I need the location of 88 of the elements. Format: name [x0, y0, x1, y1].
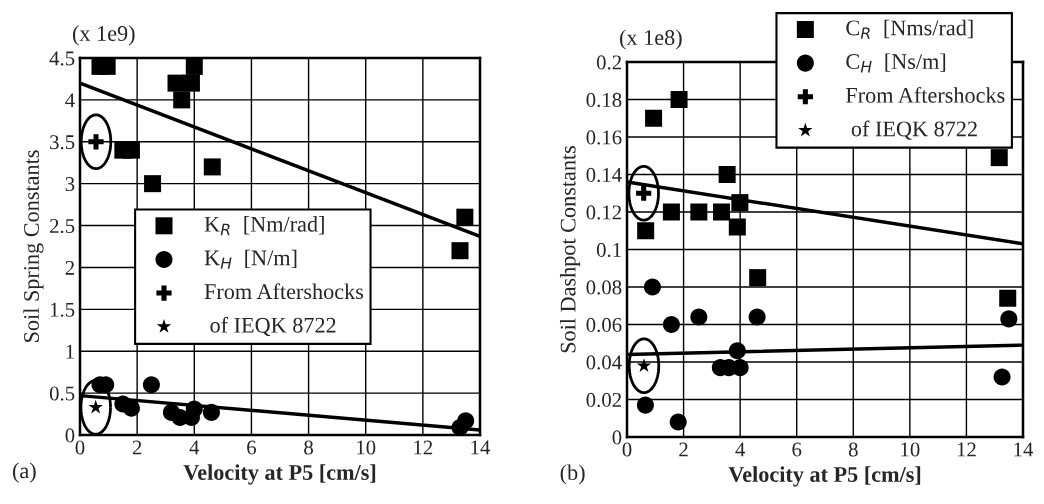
text: (b) — [560, 464, 585, 485]
point — [182, 74, 200, 92]
legend-label: K$_{H}$ [N/m] — [204, 249, 297, 269]
point — [749, 269, 767, 287]
point — [728, 218, 746, 236]
point — [451, 242, 469, 260]
point — [185, 400, 203, 418]
point — [122, 141, 140, 159]
x-tick-label: 12 — [957, 442, 976, 457]
x-tick-label: 4 — [189, 440, 200, 455]
point — [1000, 310, 1018, 328]
y-axis-title: Soil Dashpot Constants — [559, 145, 581, 353]
x-tick-label: 0 — [622, 442, 632, 457]
y-tick-label: 0 — [65, 428, 75, 443]
x-tick-label: 12 — [414, 440, 433, 455]
point — [999, 289, 1017, 307]
x-tick-label: 2 — [132, 440, 142, 455]
y-tick-label: 3 — [65, 177, 75, 192]
point — [731, 194, 749, 212]
point — [456, 208, 474, 226]
y-tick-label: 0.1 — [596, 242, 621, 258]
y-tick-label: 0.08 — [586, 280, 622, 295]
x-tick-label: 8 — [304, 440, 313, 455]
point — [718, 165, 736, 184]
point — [98, 57, 116, 75]
y-tick-label: 1.5 — [50, 302, 75, 317]
x-tick-label: 6 — [792, 442, 802, 457]
text: (a) — [12, 462, 36, 483]
x-tick-label: 6 — [247, 440, 257, 455]
y-tick-label: 0.5 — [49, 386, 75, 401]
point — [645, 109, 663, 127]
x-axis-title: Velocity at P5 [cm/s] — [728, 466, 921, 487]
x-axis-title: Velocity at P5 [cm/s] — [183, 464, 376, 485]
point — [144, 175, 162, 193]
point — [457, 412, 475, 430]
text: (x 1e8) — [620, 29, 682, 50]
y-tick-label: 0.2 — [596, 55, 621, 70]
legend-label: of IEQK 8722 — [210, 316, 336, 337]
y-tick-label: 0.12 — [586, 205, 621, 220]
x-tick-label: 14 — [471, 440, 491, 455]
x-tick-label: 10 — [901, 442, 920, 457]
y-tick-label: 0.04 — [586, 355, 622, 370]
y-tick-label: 0.18 — [586, 92, 622, 108]
legend-label: K$_{R}$ [Nm/rad] — [204, 216, 324, 236]
point — [662, 315, 680, 334]
y-tick-label: 0.16 — [586, 130, 622, 145]
legend-label: C$_{H}$ [Ns/m] — [846, 53, 946, 73]
y-tick-label: 3.5 — [50, 135, 75, 150]
point — [185, 57, 203, 75]
legend-label: C$_{R}$ [Nms/rad] — [846, 19, 973, 39]
point — [203, 158, 221, 176]
point — [122, 399, 140, 417]
y-tick-label: 4 — [65, 93, 75, 108]
point — [990, 149, 1008, 167]
y-tick-label: 4.5 — [49, 51, 75, 66]
x-tick-label: 4 — [735, 442, 746, 457]
y-tick-label: 2 — [65, 260, 74, 275]
legend-label: of IEQK 8722 — [851, 120, 977, 140]
y-axis-title: Soil Spring Constants — [23, 150, 44, 342]
y-tick-label: 0.14 — [586, 167, 622, 183]
point — [202, 403, 220, 421]
y-tick-label: 0.06 — [586, 317, 622, 333]
x-tick-label: 14 — [1014, 442, 1034, 457]
y-tick-label: 0.02 — [586, 392, 621, 408]
point — [728, 342, 746, 360]
y-tick-label: 2.5 — [50, 218, 75, 234]
legend-label: From Aftershocks — [204, 283, 364, 300]
point — [690, 308, 708, 326]
point — [670, 90, 688, 109]
point — [142, 376, 160, 394]
point — [637, 222, 655, 240]
point — [669, 413, 687, 431]
point — [690, 203, 708, 221]
point — [748, 308, 766, 326]
text: (x 1e9) — [72, 25, 135, 46]
point — [636, 396, 654, 414]
legend-label: From Aftershocks — [845, 86, 1005, 103]
y-tick-label: 1 — [66, 344, 74, 359]
point — [712, 203, 730, 221]
point — [643, 278, 661, 296]
x-tick-label: 8 — [848, 442, 858, 457]
point — [993, 368, 1011, 386]
point — [662, 203, 680, 221]
x-tick-label: 0 — [75, 440, 85, 455]
point — [173, 91, 191, 109]
x-tick-label: 10 — [357, 440, 376, 455]
y-tick-label: 0 — [612, 430, 622, 445]
x-tick-label: 2 — [679, 442, 688, 457]
